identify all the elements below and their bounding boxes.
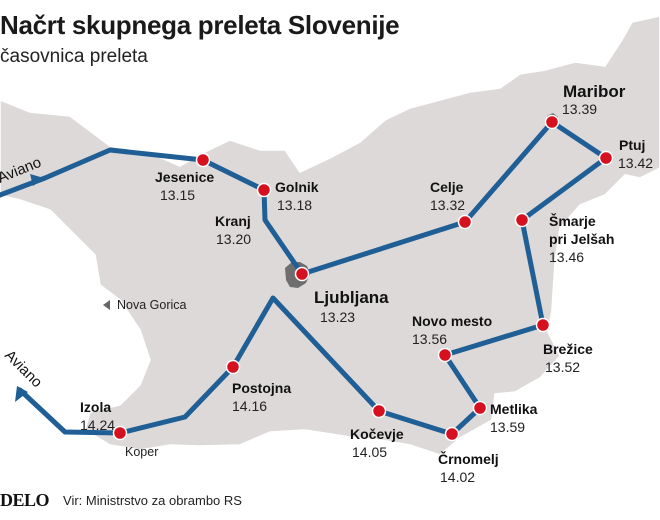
nova-gorica-marker bbox=[103, 300, 110, 310]
time-kranj: 13.20 bbox=[216, 231, 251, 247]
marker-ptuj bbox=[598, 150, 614, 166]
place-koper: Koper bbox=[125, 445, 158, 459]
label-kocevje: Kočevje bbox=[350, 426, 404, 442]
marker-brezice bbox=[535, 317, 551, 333]
time-postojna: 14.16 bbox=[232, 398, 267, 414]
marker-jesenice bbox=[195, 152, 211, 168]
marker-maribor bbox=[544, 114, 560, 130]
stop-markers bbox=[112, 114, 614, 442]
marker-celje bbox=[457, 214, 473, 230]
source-note: Vir: Ministrstvo za obrambo RS bbox=[63, 492, 242, 508]
label-golnik: Golnik bbox=[275, 179, 319, 195]
time-maribor: 13.39 bbox=[562, 101, 597, 117]
label-izola: Izola bbox=[80, 399, 111, 415]
marker-postojna bbox=[225, 359, 241, 375]
time-ljubljana: 13.23 bbox=[320, 309, 355, 325]
time-jesenice: 13.15 bbox=[160, 187, 195, 203]
marker-izola bbox=[112, 425, 128, 441]
time-ptuj: 13.42 bbox=[618, 155, 653, 171]
label-ljubljana: Ljubljana bbox=[314, 288, 389, 307]
map-title: Načrt skupnega preleta Slovenije bbox=[0, 10, 400, 40]
marker-metlika bbox=[472, 400, 488, 416]
map-subtitle: časovnica preleta bbox=[0, 46, 148, 67]
flight-route bbox=[0, 119, 609, 437]
label-celje: Celje bbox=[430, 179, 464, 195]
label-metlika: Metlika bbox=[490, 401, 538, 417]
time-metlika: 13.59 bbox=[490, 419, 525, 435]
label-novo-mesto: Novo mesto bbox=[412, 313, 492, 329]
time-celje: 13.32 bbox=[430, 197, 465, 213]
marker-golnik bbox=[256, 182, 272, 198]
label-smarje-line2: pri Jelšah bbox=[549, 231, 614, 247]
marker-novo-mesto bbox=[437, 347, 453, 363]
marker-ljubljana bbox=[294, 266, 310, 282]
time-izola: 14.24 bbox=[80, 417, 115, 433]
label-smarje-line1: Šmarje bbox=[549, 212, 596, 229]
place-nova-gorica: Nova Gorica bbox=[117, 298, 187, 312]
marker-smarje bbox=[514, 212, 530, 228]
time-smarje: 13.46 bbox=[549, 249, 584, 265]
time-novo-mesto: 13.56 bbox=[412, 331, 447, 347]
outbound-arrow bbox=[15, 386, 28, 402]
inbound-arrow bbox=[30, 174, 44, 186]
label-ptuj: Ptuj bbox=[619, 137, 645, 153]
delo-logo: DELO bbox=[0, 489, 50, 510]
label-crnomelj: Črnomelj bbox=[438, 450, 499, 467]
time-golnik: 13.18 bbox=[277, 197, 312, 213]
aviano-label-bottom: Aviano bbox=[1, 347, 45, 391]
footer: DELO Vir: Ministrstvo za obrambo RS bbox=[0, 489, 242, 511]
marker-crnomelj bbox=[444, 426, 460, 442]
label-maribor: Maribor bbox=[563, 82, 626, 101]
label-jesenice: Jesenice bbox=[155, 169, 214, 185]
time-kocevje: 14.05 bbox=[352, 444, 387, 460]
time-crnomelj: 14.02 bbox=[440, 469, 475, 485]
label-postojna: Postojna bbox=[232, 380, 291, 396]
label-kranj: Kranj bbox=[215, 213, 251, 229]
time-brezice: 13.52 bbox=[545, 359, 580, 375]
label-brezice: Brežice bbox=[543, 341, 593, 357]
marker-kocevje bbox=[371, 403, 387, 419]
slovenia-land bbox=[0, 15, 660, 456]
